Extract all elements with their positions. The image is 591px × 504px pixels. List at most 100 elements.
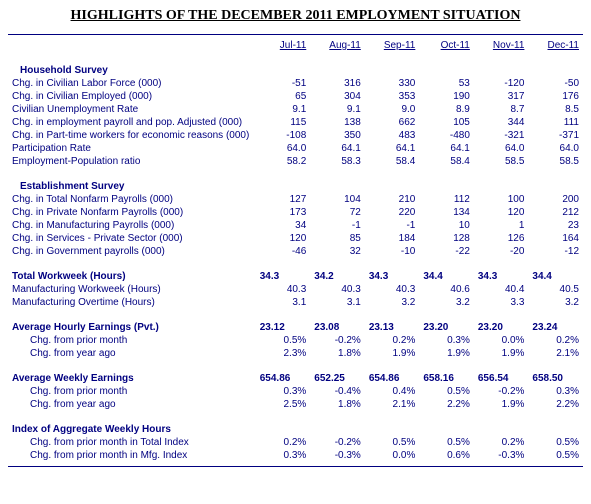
row-label: Chg. in Government payrolls (000) [8, 245, 256, 258]
cell: 1.9% [419, 347, 474, 360]
cell: 64.1 [310, 142, 365, 155]
cell: -12 [528, 245, 583, 258]
cell: -10 [365, 245, 420, 258]
cell: 23.13 [365, 321, 420, 334]
cell: 656.54 [474, 372, 529, 385]
table-row: Employment-Population ratio58.258.358.45… [8, 155, 583, 168]
cell: -1 [310, 219, 365, 232]
cell: 65 [256, 90, 311, 103]
cell: 34.4 [419, 270, 474, 283]
cell: 40.6 [419, 283, 474, 296]
cell: 138 [310, 116, 365, 129]
row-label: Participation Rate [8, 142, 256, 155]
col-header: Aug-11 [310, 39, 365, 52]
cell: 0.5% [528, 436, 583, 449]
cell: 0.3% [419, 334, 474, 347]
cell: 344 [474, 116, 529, 129]
table-row: Chg. from prior month0.3%-0.4%0.4%0.5%-0… [8, 385, 583, 398]
table-row: Chg. in employment payroll and pop. Adju… [8, 116, 583, 129]
cell: 34.3 [365, 270, 420, 283]
cell: 23.24 [528, 321, 583, 334]
cell: 85 [310, 232, 365, 245]
cell: 3.3 [474, 296, 529, 309]
cell: 23.08 [310, 321, 365, 334]
cell: 176 [528, 90, 583, 103]
cell: 173 [256, 206, 311, 219]
cell: 353 [365, 90, 420, 103]
row-label: Civilian Unemployment Rate [8, 103, 256, 116]
cell: 662 [365, 116, 420, 129]
row-label: Chg. in Private Nonfarm Payrolls (000) [8, 206, 256, 219]
cell: -0.4% [310, 385, 365, 398]
section-label: Average Hourly Earnings (Pvt.) [8, 321, 256, 334]
cell: 64.0 [474, 142, 529, 155]
cell: 0.2% [365, 334, 420, 347]
cell: -0.3% [310, 449, 365, 462]
cell: 58.4 [365, 155, 420, 168]
section-label: Household Survey [8, 64, 256, 77]
cell: 212 [528, 206, 583, 219]
cell: 34.4 [528, 270, 583, 283]
table-row: Chg. in Private Nonfarm Payrolls (000)17… [8, 206, 583, 219]
cell: 1.9% [474, 347, 529, 360]
cell: 1.9% [474, 398, 529, 411]
table-row: Chg. in Total Nonfarm Payrolls (000)1271… [8, 193, 583, 206]
cell: 58.2 [256, 155, 311, 168]
cell: 72 [310, 206, 365, 219]
table-row: Chg. in Civilian Labor Force (000)-51316… [8, 77, 583, 90]
cell: 0.5% [419, 436, 474, 449]
row-label: Chg. from prior month [8, 334, 256, 347]
cell: 654.86 [256, 372, 311, 385]
cell: 40.3 [310, 283, 365, 296]
cell: -0.2% [474, 385, 529, 398]
header-row: Jul-11 Aug-11 Sep-11 Oct-11 Nov-11 Dec-1… [8, 39, 583, 52]
cell: -371 [528, 129, 583, 142]
cell: 120 [256, 232, 311, 245]
cell: 9.1 [310, 103, 365, 116]
cell: 2.3% [256, 347, 311, 360]
data-table: Jul-11 Aug-11 Sep-11 Oct-11 Nov-11 Dec-1… [8, 39, 583, 462]
cell: 0.4% [365, 385, 420, 398]
cell: 483 [365, 129, 420, 142]
row-label: Chg. in Services - Private Sector (000) [8, 232, 256, 245]
cell: 350 [310, 129, 365, 142]
cell: 0.5% [419, 385, 474, 398]
cell: 1 [474, 219, 529, 232]
cell: 64.1 [365, 142, 420, 155]
cell: 100 [474, 193, 529, 206]
cell: 3.2 [365, 296, 420, 309]
cell: -1 [365, 219, 420, 232]
cell: 220 [365, 206, 420, 219]
row-label: Employment-Population ratio [8, 155, 256, 168]
cell: 0.0% [474, 334, 529, 347]
cell: 210 [365, 193, 420, 206]
cell: 2.5% [256, 398, 311, 411]
cell: 40.3 [365, 283, 420, 296]
section-label: Index of Aggregate Weekly Hours [8, 423, 256, 436]
cell: 0.2% [474, 436, 529, 449]
row-label: Chg. in Civilian Labor Force (000) [8, 77, 256, 90]
cell: 58.5 [474, 155, 529, 168]
cell: 40.5 [528, 283, 583, 296]
col-header: Jul-11 [256, 39, 311, 52]
cell: 0.5% [528, 449, 583, 462]
cell: 127 [256, 193, 311, 206]
cell: 58.5 [528, 155, 583, 168]
cell: 164 [528, 232, 583, 245]
table-row: Civilian Unemployment Rate9.19.19.08.98.… [8, 103, 583, 116]
cell: 304 [310, 90, 365, 103]
cell: 40.4 [474, 283, 529, 296]
cell: -321 [474, 129, 529, 142]
cell: -120 [474, 77, 529, 90]
cell: 2.2% [419, 398, 474, 411]
section-header: Total Workweek (Hours)34.334.234.334.434… [8, 270, 583, 283]
cell: 104 [310, 193, 365, 206]
section-header: Index of Aggregate Weekly Hours [8, 423, 583, 436]
cell: 64.0 [256, 142, 311, 155]
cell: -22 [419, 245, 474, 258]
cell: 58.4 [419, 155, 474, 168]
cell: 1.8% [310, 347, 365, 360]
cell: 64.0 [528, 142, 583, 155]
cell: 112 [419, 193, 474, 206]
cell: 34.3 [474, 270, 529, 283]
